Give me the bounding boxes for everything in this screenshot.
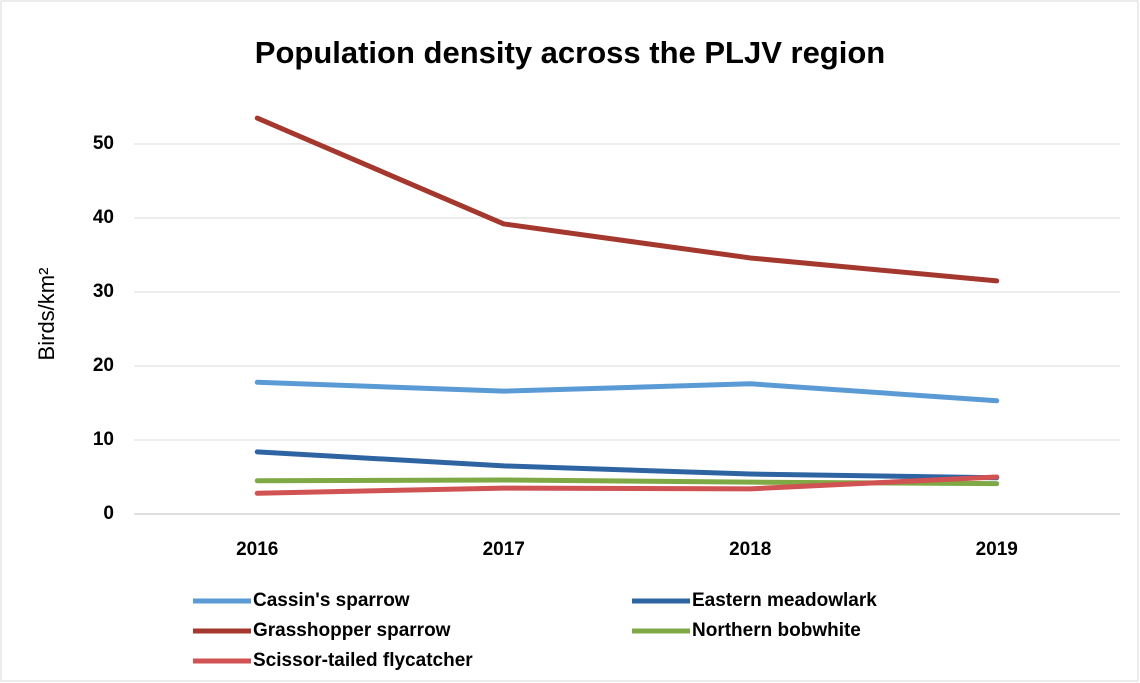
legend-label: Cassin's sparrow	[253, 590, 410, 611]
series-line	[254, 115, 1000, 284]
y-tick-label: 10	[93, 429, 114, 450]
y-tick-label: 30	[93, 281, 114, 302]
x-tick-label: 2017	[483, 539, 525, 560]
x-tick-label: 2016	[236, 539, 278, 560]
legend-label: Scissor-tailed flycatcher	[253, 650, 473, 671]
series-line	[254, 379, 1000, 404]
y-axis-label: Birds/km²	[34, 268, 59, 361]
y-tick-label: 0	[103, 503, 114, 524]
x-tick-label: 2019	[976, 539, 1018, 560]
series-line	[254, 474, 1000, 496]
legend-label: Northern bobwhite	[692, 620, 861, 641]
y-tick-label: 50	[93, 133, 114, 154]
x-tick-label: 2018	[729, 539, 771, 560]
y-tick-label: 20	[93, 355, 114, 376]
chart-title: Population density across the PLJV regio…	[255, 35, 885, 70]
legend-label: Eastern meadowlark	[692, 590, 877, 611]
series-line	[254, 449, 1000, 481]
legend-label: Grasshopper sparrow	[253, 620, 451, 641]
y-tick-label: 40	[93, 207, 114, 228]
